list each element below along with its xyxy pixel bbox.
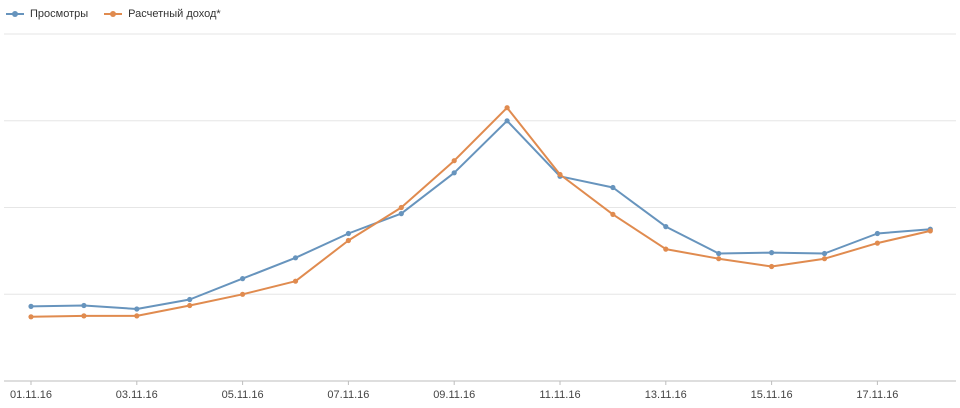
data-point-s1-1[interactable] (81, 313, 87, 319)
data-point-s0-7[interactable] (398, 211, 404, 217)
legend-item-views[interactable]: Просмотры (6, 8, 88, 20)
x-tick-label-1: 03.11.16 (116, 389, 158, 401)
data-point-s1-0[interactable] (28, 314, 34, 320)
data-point-s0-9[interactable] (504, 118, 510, 124)
data-point-s0-3[interactable] (187, 296, 193, 303)
legend-label-revenue: Расчетный доход* (128, 8, 221, 20)
x-tick-label-3: 07.11.16 (327, 389, 369, 401)
data-point-s0-5[interactable] (292, 255, 299, 261)
data-point-s0-13[interactable] (716, 250, 722, 257)
data-point-s1-9[interactable] (504, 105, 510, 111)
data-point-s0-4[interactable] (240, 276, 246, 282)
data-point-s1-13[interactable] (716, 256, 722, 262)
x-tick-label-0: 01.11.16 (10, 389, 52, 401)
data-point-s1-3[interactable] (187, 302, 193, 309)
data-point-s0-15[interactable] (821, 250, 828, 257)
legend-label-views: Просмотры (30, 8, 89, 20)
data-point-s1-12[interactable] (663, 246, 669, 252)
data-point-s1-15[interactable] (821, 256, 828, 262)
data-point-s1-5[interactable] (292, 278, 299, 284)
x-tick-label-5: 11.11.16 (539, 389, 580, 401)
series-line-0 (30, 119, 931, 310)
data-point-s0-12[interactable] (663, 224, 669, 230)
data-point-s1-11[interactable] (610, 211, 616, 217)
x-tick-label-8: 17.11.16 (856, 389, 898, 401)
data-point-s1-17[interactable] (927, 228, 933, 234)
x-tick-label-6: 13.11.16 (645, 389, 687, 401)
data-point-s0-6[interactable] (345, 230, 351, 237)
data-point-s0-16[interactable] (874, 230, 881, 237)
data-point-s0-14[interactable] (769, 250, 775, 256)
data-point-s0-0[interactable] (28, 303, 34, 309)
data-point-s0-1[interactable] (81, 302, 87, 309)
x-tick-label-4: 09.11.16 (433, 389, 475, 401)
data-point-s1-4[interactable] (240, 291, 246, 297)
data-point-s0-2[interactable] (134, 306, 140, 312)
data-point-s1-8[interactable] (451, 158, 457, 164)
data-point-s0-8[interactable] (451, 170, 457, 176)
series-line-1 (30, 106, 931, 318)
data-point-s1-2[interactable] (134, 313, 140, 319)
data-point-s1-14[interactable] (769, 263, 775, 270)
data-point-s1-6[interactable] (345, 237, 351, 244)
data-point-s0-11[interactable] (610, 184, 616, 191)
legend-swatch-views (6, 11, 24, 17)
x-tick-label-2: 05.11.16 (222, 389, 264, 401)
legend-swatch-revenue (104, 11, 123, 17)
data-point-s1-16[interactable] (874, 240, 881, 246)
legend-item-revenue[interactable]: Расчетный доход* (104, 8, 221, 20)
data-point-s1-7[interactable] (398, 204, 404, 211)
data-point-s1-10[interactable] (557, 171, 563, 178)
x-tick-label-7: 15.11.16 (751, 389, 793, 401)
chart-legend: Просмотры Расчетный доход* (6, 8, 221, 20)
